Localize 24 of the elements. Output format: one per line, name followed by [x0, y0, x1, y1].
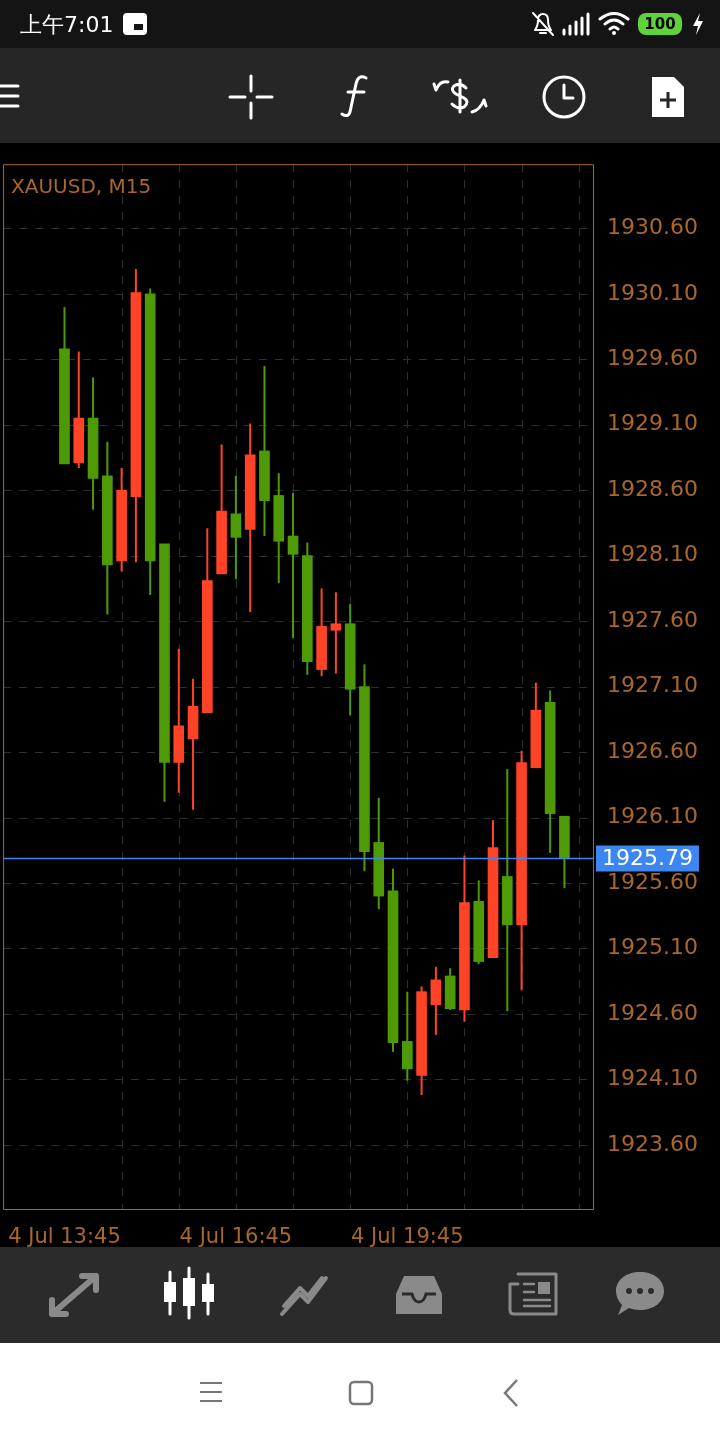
x-tick-label: 4 Jul 13:45: [8, 1224, 121, 1249]
y-tick-label: 1929.10: [607, 410, 698, 436]
y-tick-label: 1924.10: [607, 1065, 698, 1091]
y-tick-label: 1929.60: [607, 345, 698, 370]
text: XAUUSD, M15: [11, 174, 152, 199]
battery-icon: 100: [638, 13, 682, 35]
y-tick-label: 1928.60: [607, 475, 698, 501]
y-tick-label: 1928.10: [607, 541, 698, 567]
y-tick-label: 1926.60: [607, 737, 698, 763]
x-tick-label: 4 Jul 19:45: [351, 1224, 464, 1249]
y-tick-label: 1930.10: [607, 279, 698, 305]
candlestick: [287, 491, 299, 640]
ref-line-label: 1925.79: [602, 845, 693, 871]
y-tick-label: 1926.10: [607, 803, 698, 829]
text: 上午7:01: [20, 11, 114, 39]
candlestick: [330, 591, 342, 675]
y-tick-label: 1924.60: [607, 999, 698, 1025]
y-tick-label: 1925.10: [607, 934, 698, 960]
y-tick-label: 1927.10: [607, 672, 698, 698]
y-tick-label: 1925.60: [607, 868, 698, 894]
y-tick-label: 1927.60: [607, 606, 698, 632]
y-tick-label: 1923.60: [607, 1130, 698, 1156]
y-tick-label: 1930.60: [607, 214, 698, 240]
x-tick-label: 4 Jul 16:45: [179, 1224, 293, 1249]
